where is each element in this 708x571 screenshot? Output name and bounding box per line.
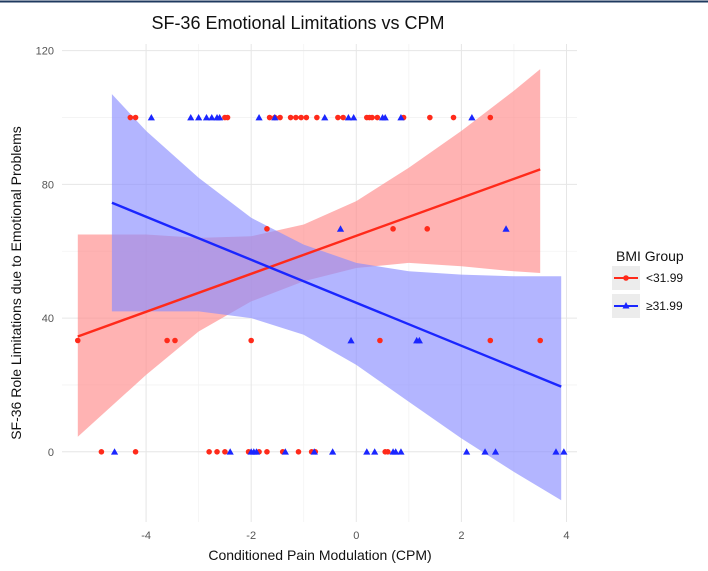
legend: BMI Group <31.99 ≥31.99 [612,248,684,318]
data-point-circle [74,337,81,344]
legend-key-ge-marker [622,302,630,309]
data-points [74,113,568,455]
data-point-circle [424,226,431,232]
data-point-circle [303,114,310,121]
data-point-circle [295,449,302,455]
x-axis-title: Conditioned Pain Modulation (CPM) [208,547,431,563]
data-point-triangle [336,225,345,232]
data-point-circle [277,114,283,121]
data-point-circle [340,114,346,121]
data-point-triangle [321,113,329,121]
data-point-circle [385,449,391,455]
legend-title: BMI Group [616,248,684,264]
data-point-circle [450,114,457,121]
data-point-triangle [491,448,500,455]
data-point-circle [248,337,254,344]
legend-key-lt-marker [623,275,629,281]
data-point-triangle [310,448,318,455]
y-tick-label: 80 [42,179,54,191]
data-point-triangle [216,113,224,121]
data-point-triangle [552,448,560,455]
x-tick-label: 0 [353,530,359,542]
data-point-circle [287,114,294,121]
chart-title: SF-36 Emotional Limitations vs CPM [151,13,444,33]
x-tick-label: -4 [141,530,151,542]
data-point-triangle [381,113,389,121]
data-point-circle [314,114,320,121]
y-tick-label: 120 [36,46,54,58]
data-point-circle [132,114,139,121]
data-point-circle [293,114,299,121]
legend-label-lt: <31.99 [646,271,683,285]
data-point-triangle [397,448,405,455]
data-point-triangle [463,448,471,455]
confidence-band-1 [111,94,562,501]
data-point-triangle [560,448,568,455]
data-point-circle [266,114,273,121]
data-point-circle [335,114,341,121]
x-tick-label: 4 [563,530,569,542]
data-point-triangle [226,448,234,455]
data-point-triangle [481,448,489,455]
data-point-triangle [363,448,371,455]
data-point-circle [132,449,139,455]
data-point-triangle [147,113,155,121]
data-point-triangle [202,113,211,121]
data-point-circle [224,114,231,121]
data-point-triangle [392,448,400,455]
y-tick-label: 0 [48,447,54,459]
data-point-circle [172,337,178,344]
data-point-triangle [502,225,510,232]
data-point-triangle [347,336,355,344]
data-point-circle [98,449,105,455]
data-point-triangle [195,113,203,121]
data-point-triangle [397,113,405,121]
data-point-circle [369,114,375,121]
data-point-circle [377,337,383,344]
data-point-circle [164,337,170,344]
data-point-circle [487,337,494,344]
y-tick-label: 40 [42,313,54,325]
regression-line-0 [77,168,541,338]
data-point-circle [298,114,304,121]
data-point-circle [222,449,228,455]
data-point-triangle [415,336,423,344]
data-point-triangle [281,448,289,455]
data-point-triangle [110,448,119,455]
regression-line-1 [111,201,562,388]
data-point-triangle [255,113,263,121]
data-point-triangle [468,113,476,121]
data-point-circle [264,449,270,455]
data-point-circle [264,226,270,232]
data-point-triangle [208,113,216,121]
x-tick-label: 2 [458,530,464,542]
data-point-triangle [252,448,261,455]
data-point-circle [390,226,396,232]
data-point-circle [127,114,134,121]
data-point-triangle [350,113,358,121]
data-point-triangle [344,113,353,121]
data-point-circle [214,449,220,455]
data-point-triangle [187,113,195,121]
data-point-circle [487,114,494,121]
data-point-triangle [371,448,379,455]
data-point-circle [427,114,433,121]
y-axis-title: SF-36 Role Limitations due to Emotional … [8,126,24,440]
data-point-triangle [329,448,337,455]
data-point-triangle [271,113,279,121]
regression-lines [77,168,562,388]
data-point-circle [374,114,381,121]
legend-label-ge: ≥31.99 [646,299,683,313]
data-point-circle [206,449,212,455]
x-tick-label: -2 [246,530,256,542]
data-point-circle [537,337,544,344]
